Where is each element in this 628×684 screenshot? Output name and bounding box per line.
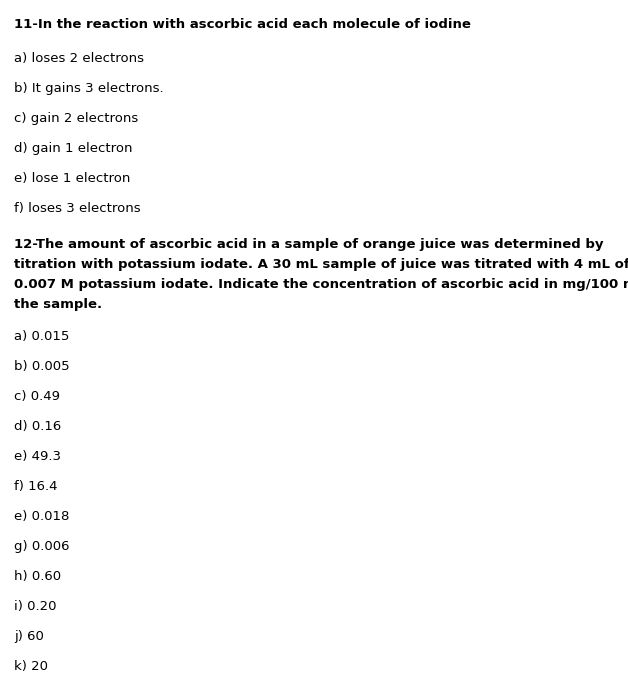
Text: titration with potassium iodate. A 30 mL sample of juice was titrated with 4 mL : titration with potassium iodate. A 30 mL… [14, 258, 628, 271]
Text: c) 0.49: c) 0.49 [14, 390, 60, 403]
Text: g) 0.006: g) 0.006 [14, 540, 70, 553]
Text: d) 0.16: d) 0.16 [14, 420, 62, 433]
Text: a) loses 2 electrons: a) loses 2 electrons [14, 52, 144, 65]
Text: b) 0.005: b) 0.005 [14, 360, 70, 373]
Text: f) 16.4: f) 16.4 [14, 480, 58, 493]
Text: e) 49.3: e) 49.3 [14, 450, 61, 463]
Text: 0.007 M potassium iodate. Indicate the concentration of ascorbic acid in mg/100 : 0.007 M potassium iodate. Indicate the c… [14, 278, 628, 291]
Text: c) gain 2 electrons: c) gain 2 electrons [14, 112, 138, 125]
Text: k) 20: k) 20 [14, 660, 48, 673]
Text: 11-In the reaction with ascorbic acid each molecule of iodine: 11-In the reaction with ascorbic acid ea… [14, 18, 471, 31]
Text: h) 0.60: h) 0.60 [14, 570, 61, 583]
Text: e) lose 1 electron: e) lose 1 electron [14, 172, 131, 185]
Text: a) 0.015: a) 0.015 [14, 330, 69, 343]
Text: e) 0.018: e) 0.018 [14, 510, 69, 523]
Text: d) gain 1 electron: d) gain 1 electron [14, 142, 133, 155]
Text: 12-The amount of ascorbic acid in a sample of orange juice was determined by: 12-The amount of ascorbic acid in a samp… [14, 238, 604, 251]
Text: j) 60: j) 60 [14, 630, 44, 643]
Text: b) It gains 3 electrons.: b) It gains 3 electrons. [14, 82, 164, 95]
Text: f) loses 3 electrons: f) loses 3 electrons [14, 202, 141, 215]
Text: the sample.: the sample. [14, 298, 102, 311]
Text: i) 0.20: i) 0.20 [14, 600, 57, 613]
